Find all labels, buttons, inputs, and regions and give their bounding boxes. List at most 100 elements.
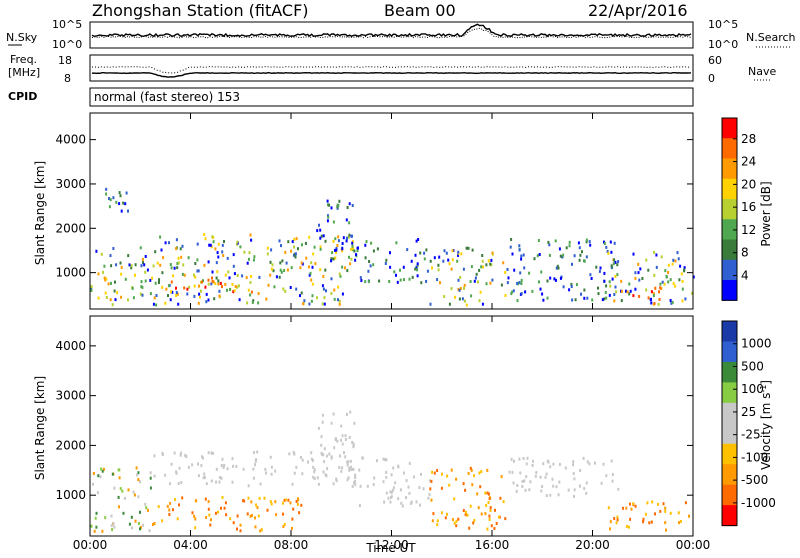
freq-trace	[91, 71, 691, 78]
echo-cell	[322, 470, 325, 474]
echo-cell	[253, 255, 256, 259]
echo-cell	[271, 263, 274, 267]
echo-cell	[525, 475, 528, 479]
echo-cell	[179, 247, 182, 251]
echo-cell	[212, 280, 215, 284]
echo-cell	[220, 476, 223, 480]
echo-cell	[521, 479, 524, 483]
echo-cell	[402, 471, 405, 475]
echo-cell	[539, 287, 542, 291]
echo-cell	[220, 464, 223, 467]
echo-cell	[313, 468, 316, 472]
echo-cell	[177, 256, 180, 260]
echo-cell	[629, 517, 632, 521]
echo-cell	[295, 287, 298, 291]
echo-cell	[104, 516, 107, 520]
echo-cell	[611, 473, 614, 477]
colorbar-frame	[721, 117, 738, 301]
echo-cell	[301, 243, 303, 247]
echo-cell	[463, 283, 466, 287]
echo-cell	[625, 524, 628, 528]
echo-cell	[215, 480, 218, 484]
echo-cell	[523, 479, 526, 483]
echo-cell	[664, 509, 667, 513]
colorbar-swatch	[722, 321, 737, 342]
echo-cell	[175, 294, 178, 297]
echo-cell	[546, 279, 549, 283]
echo-cell	[134, 273, 136, 277]
echo-cell	[110, 281, 112, 285]
echo-cell	[346, 478, 349, 482]
echo-cell	[425, 279, 428, 283]
echo-cell	[397, 464, 400, 468]
echo-cell	[622, 506, 624, 510]
echo-cell	[338, 466, 341, 470]
echo-cell	[342, 236, 345, 240]
echo-cell	[625, 289, 627, 293]
echo-cell	[516, 281, 519, 285]
echo-cell	[176, 266, 179, 270]
echo-cell	[330, 291, 333, 295]
echo-cell	[416, 274, 419, 278]
echo-cell	[481, 254, 484, 257]
echo-cell	[320, 435, 323, 439]
echo-cell	[323, 302, 326, 306]
echo-cell	[335, 479, 338, 483]
echo-cell	[538, 280, 540, 284]
echo-cell	[325, 474, 328, 478]
echo-cell	[442, 259, 445, 263]
echo-cell	[620, 299, 623, 303]
echo-cell	[524, 488, 527, 492]
echo-cell	[265, 297, 268, 301]
echo-cell	[310, 299, 313, 303]
beam-label: Beam 00	[384, 1, 456, 20]
echo-cell	[302, 302, 305, 306]
echo-cell	[294, 255, 297, 259]
echo-cell	[241, 274, 244, 278]
echo-cell	[459, 275, 462, 279]
echo-cell	[117, 468, 120, 472]
echo-cell	[628, 282, 631, 286]
echo-cell	[429, 302, 432, 306]
echo-cell	[407, 485, 410, 489]
echo-cell	[295, 500, 298, 503]
echo-cell	[341, 466, 343, 470]
echo-cell	[257, 301, 260, 305]
echo-cell	[341, 247, 344, 251]
echo-cell	[319, 236, 322, 240]
echo-cell	[353, 249, 356, 253]
echo-cell	[469, 466, 472, 470]
echo-cell	[354, 479, 357, 483]
echo-cell	[257, 292, 260, 296]
echo-cell	[479, 290, 482, 294]
echo-cell	[399, 278, 402, 282]
echo-cell	[657, 302, 660, 306]
echo-cell	[97, 296, 100, 300]
echo-cell	[553, 277, 556, 281]
echo-cell	[430, 498, 433, 502]
echo-cell	[128, 263, 131, 267]
echo-cell	[330, 206, 333, 210]
echo-cell	[466, 513, 469, 517]
echo-cell	[616, 518, 619, 522]
echo-cell	[324, 268, 327, 272]
echo-cell	[170, 280, 173, 284]
echo-cell	[351, 484, 354, 488]
echo-cell	[554, 239, 557, 243]
echo-cell	[391, 488, 394, 492]
echo-cell	[499, 496, 502, 500]
echo-cell	[247, 484, 250, 488]
echo-cell	[431, 470, 434, 474]
echo-cell	[158, 281, 160, 284]
echo-cell	[419, 251, 422, 255]
echo-cell	[249, 280, 252, 284]
echo-cell	[97, 474, 100, 478]
date-label: 22/Apr/2016	[588, 1, 688, 20]
echo-cell	[211, 276, 213, 280]
echo-cell	[322, 275, 325, 278]
echo-cell	[650, 520, 653, 524]
echo-cell	[339, 274, 342, 278]
echo-cell	[210, 451, 213, 455]
echo-cell	[494, 508, 496, 512]
echo-cell	[346, 236, 348, 240]
